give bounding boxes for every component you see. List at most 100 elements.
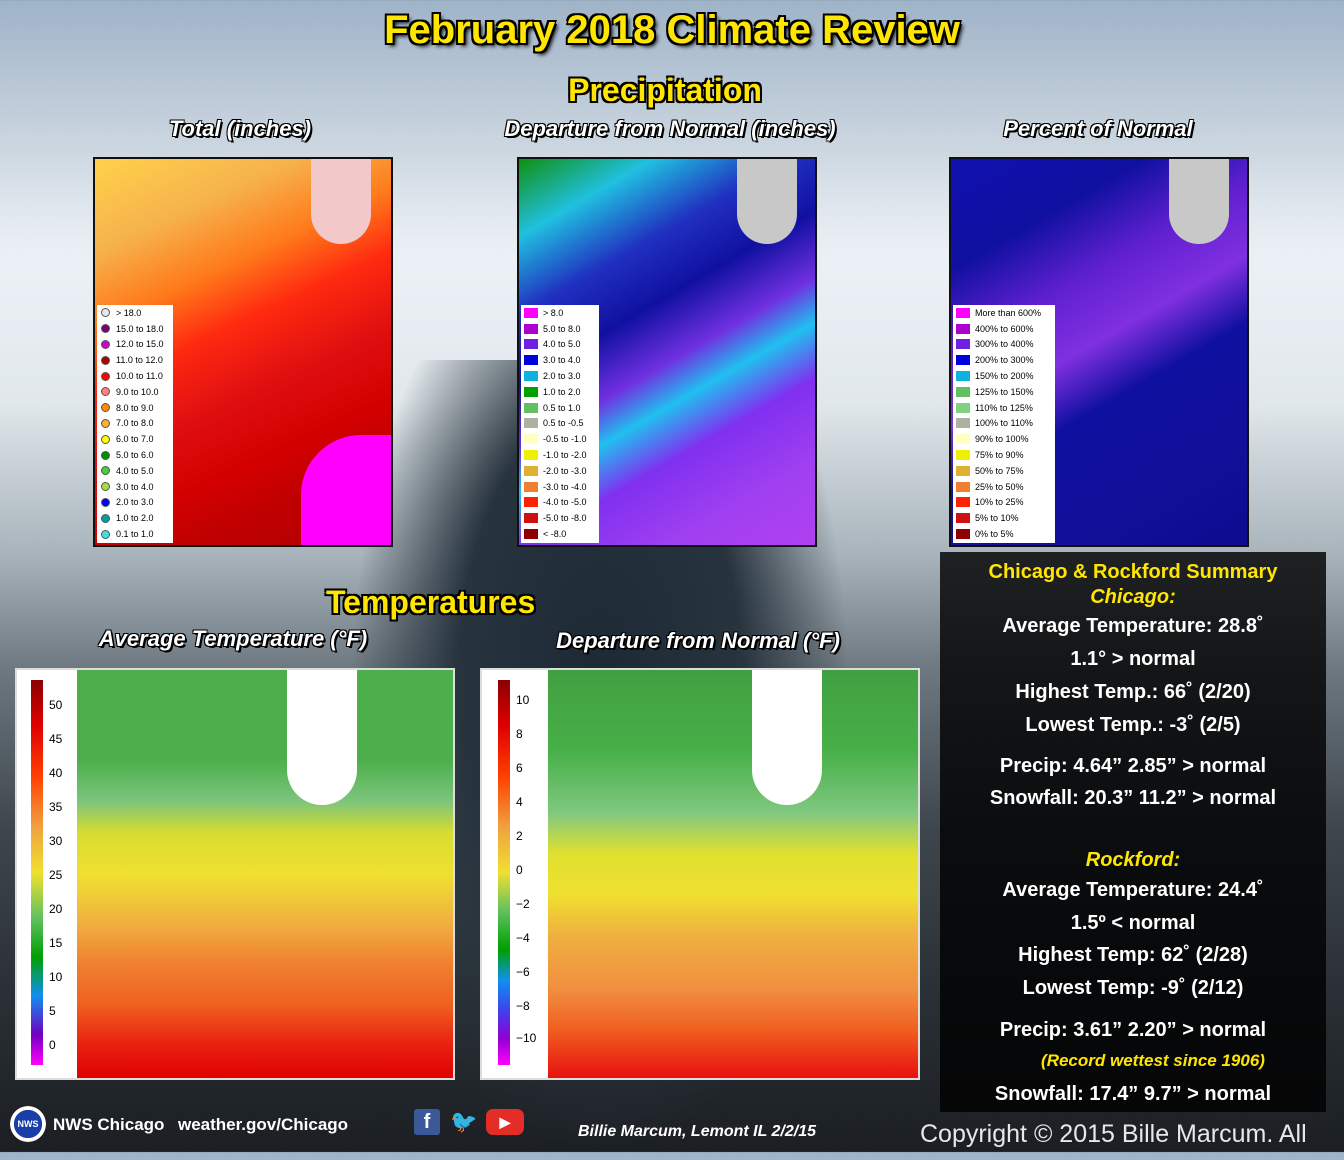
precip-percent-title: Percent of Normal bbox=[1003, 116, 1193, 141]
legend-swatch bbox=[524, 386, 538, 397]
legend-row: 10.0 to 11.0 bbox=[97, 368, 173, 384]
legend-label: -2.0 to -3.0 bbox=[543, 465, 587, 476]
legend-swatch bbox=[524, 418, 538, 429]
legend-marker bbox=[101, 497, 110, 507]
legend-label: > 18.0 bbox=[116, 307, 142, 318]
legend-row: 200% to 300% bbox=[953, 352, 1055, 368]
legend-swatch bbox=[524, 434, 538, 445]
legend-row: 2.0 to 3.0 bbox=[521, 368, 599, 384]
legend-label: < -8.0 bbox=[543, 529, 567, 540]
scale-tick-label: 20 bbox=[49, 902, 63, 916]
avg-temp-map: 50 45 40 35 30 25 20 15 10 5 0 bbox=[15, 668, 455, 1080]
legend-label: 0.1 to 1.0 bbox=[116, 529, 154, 540]
legend-swatch bbox=[956, 434, 970, 445]
rockford-snowfall: Snowfall: 17.4” 9.7” > normal bbox=[994, 1083, 1272, 1105]
avg-temp-scale: 50 45 40 35 30 25 20 15 10 5 0 bbox=[17, 670, 77, 1078]
legend-swatch bbox=[956, 481, 970, 492]
nws-logo-icon[interactable]: NWS bbox=[10, 1106, 46, 1142]
chicago-avg-temp: Average Temperature: 28.8˚ bbox=[1002, 615, 1264, 637]
legend-row: 4.0 to 5.0 bbox=[521, 337, 599, 353]
legend-label: 90% to 100% bbox=[975, 434, 1029, 445]
page-title: February 2018 Climate Review bbox=[384, 8, 960, 52]
scale-tick-label: 0 bbox=[49, 1038, 56, 1052]
legend-row: 3.0 to 4.0 bbox=[521, 352, 599, 368]
temp-departure-scale: 10 8 6 4 2 0 −2 −4 −6 −8 −10 bbox=[482, 670, 548, 1078]
precip-departure-map: > 8.0 5.0 to 8.0 4.0 to 5.0 3.0 to 4.0 2… bbox=[517, 157, 817, 547]
photo-credit: Billie Marcum, Lemont IL 2/2/15 bbox=[578, 1123, 816, 1140]
legend-label: 0.5 to 1.0 bbox=[543, 402, 581, 413]
legend-marker bbox=[101, 371, 110, 381]
scale-tick-label: −6 bbox=[516, 965, 530, 979]
rockford-avg-temp: Average Temperature: 24.4˚ bbox=[1002, 879, 1264, 901]
legend-row: 150% to 200% bbox=[953, 368, 1055, 384]
avg-temp-title: Average Temperature (°F) bbox=[98, 626, 368, 651]
legend-label: 4.0 to 5.0 bbox=[543, 339, 581, 350]
legend-label: 9.0 to 10.0 bbox=[116, 386, 159, 397]
legend-row: 1.0 to 2.0 bbox=[521, 384, 599, 400]
chicago-high-temp: Highest Temp.: 66˚ (2/20) bbox=[1015, 681, 1251, 703]
legend-swatch bbox=[524, 481, 538, 492]
legend-row: 0.5 to 1.0 bbox=[521, 400, 599, 416]
legend-marker bbox=[101, 513, 110, 523]
chicago-precip: Precip: 4.64” 2.85” > normal bbox=[999, 755, 1267, 777]
legend-label: 11.0 to 12.0 bbox=[116, 355, 163, 366]
legend-marker bbox=[101, 339, 110, 349]
facebook-icon[interactable]: f bbox=[414, 1109, 440, 1135]
legend-row: 0.5 to -0.5 bbox=[521, 416, 599, 432]
rockford-high-temp: Highest Temp: 62˚ (2/28) bbox=[1018, 944, 1248, 966]
legend-row: 12.0 to 15.0 bbox=[97, 337, 173, 353]
scale-tick-label: 8 bbox=[516, 727, 523, 741]
legend-row: 50% to 75% bbox=[953, 463, 1055, 479]
legend-label: -0.5 to -1.0 bbox=[543, 434, 587, 445]
legend-swatch bbox=[956, 513, 970, 524]
legend-marker bbox=[101, 387, 110, 397]
precip-total-legend: > 18.0 15.0 to 18.0 12.0 to 15.0 11.0 to… bbox=[97, 305, 173, 543]
legend-label: -3.0 to -4.0 bbox=[543, 481, 587, 492]
legend-label: -4.0 to -5.0 bbox=[543, 497, 587, 508]
legend-swatch bbox=[524, 323, 538, 334]
scale-tick-label: 2 bbox=[516, 829, 523, 843]
legend-swatch bbox=[524, 339, 538, 350]
legend-label: 150% to 200% bbox=[975, 371, 1034, 382]
legend-marker bbox=[101, 466, 110, 476]
legend-row: 2.0 to 3.0 bbox=[97, 495, 173, 511]
legend-marker bbox=[101, 308, 110, 318]
youtube-icon[interactable]: ▶ bbox=[486, 1109, 524, 1135]
legend-swatch bbox=[956, 323, 970, 334]
scale-tick-label: 25 bbox=[49, 868, 63, 882]
scale-tick-label: 15 bbox=[49, 936, 63, 950]
temperatures-heading: Temperatures bbox=[326, 584, 536, 620]
rockford-label: Rockford: bbox=[1085, 849, 1181, 871]
legend-swatch bbox=[524, 497, 538, 508]
legend-label: 6.0 to 7.0 bbox=[116, 434, 154, 445]
legend-swatch bbox=[524, 355, 538, 366]
legend-row: 11.0 to 12.0 bbox=[97, 352, 173, 368]
legend-label: 4.0 to 5.0 bbox=[116, 465, 154, 476]
scale-tick-label: 10 bbox=[516, 693, 530, 707]
legend-label: 3.0 to 4.0 bbox=[116, 481, 154, 492]
legend-row: More than 600% bbox=[953, 305, 1055, 321]
legend-marker bbox=[101, 434, 110, 444]
legend-label: 5.0 to 6.0 bbox=[116, 450, 154, 461]
legend-marker bbox=[101, 529, 110, 539]
scale-tick-label: −8 bbox=[516, 999, 530, 1013]
legend-marker bbox=[101, 355, 110, 365]
footer-url[interactable]: weather.gov/Chicago bbox=[178, 1115, 349, 1134]
legend-marker bbox=[101, 324, 110, 334]
legend-row: 6.0 to 7.0 bbox=[97, 431, 173, 447]
scale-tick-label: 4 bbox=[516, 795, 523, 809]
legend-label: 1.0 to 2.0 bbox=[116, 513, 154, 524]
twitter-icon[interactable]: 🐦 bbox=[450, 1109, 478, 1134]
legend-row: -2.0 to -3.0 bbox=[521, 463, 599, 479]
legend-label: 0% to 5% bbox=[975, 529, 1014, 540]
legend-row: 5% to 10% bbox=[953, 510, 1055, 526]
legend-label: > 8.0 bbox=[543, 307, 564, 318]
legend-marker bbox=[101, 418, 110, 428]
copyright-text: Copyright © 2015 Bille Marcum. All bbox=[920, 1120, 1307, 1148]
legend-swatch bbox=[956, 465, 970, 476]
scale-tick-label: −2 bbox=[516, 897, 530, 911]
legend-row: 7.0 to 8.0 bbox=[97, 416, 173, 432]
avg-temp-colorbar bbox=[31, 680, 43, 1065]
scale-tick-label: 6 bbox=[516, 761, 523, 775]
scale-tick-label: 10 bbox=[49, 970, 63, 984]
